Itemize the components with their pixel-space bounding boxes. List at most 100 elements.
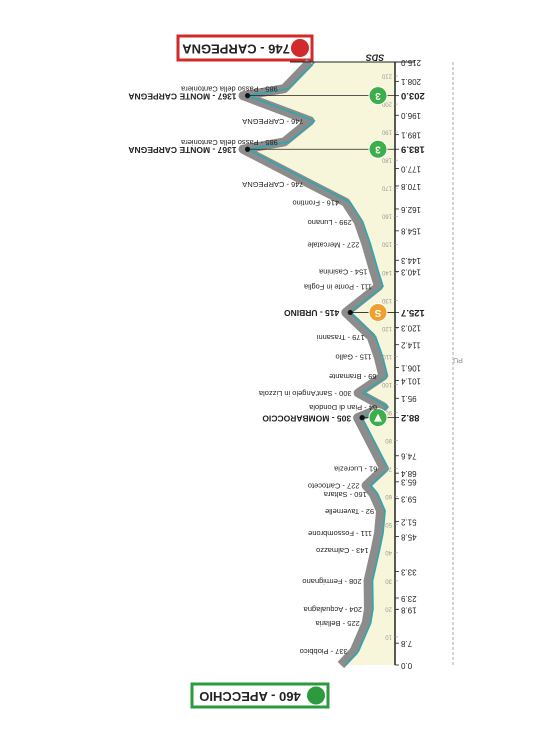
minor-tick-label: 140 <box>381 269 392 275</box>
minor-tick-label: 180 <box>381 157 392 163</box>
minor-tick-label: 40 <box>385 549 392 555</box>
minor-tick-label: 60 <box>385 493 392 499</box>
place-label: 415 - URBINO <box>284 308 340 318</box>
minor-tick-label: 110 <box>382 353 392 359</box>
place-label: 111 - Ponte in Foglia <box>303 282 372 291</box>
place-label: 985 - Passo della Cantoniera <box>180 138 278 147</box>
minor-tick-label: 20 <box>385 605 392 611</box>
place-label: 92 - Tavernelle <box>325 507 374 516</box>
x-tick-label: 88.2 <box>401 412 420 423</box>
profile-line <box>246 61 390 666</box>
place-label: 179 - Trasanni <box>316 333 364 342</box>
place-label: 208 - Fermignano <box>302 577 361 586</box>
minor-tick-label: 210 <box>381 72 392 78</box>
marker-text: 3 <box>375 144 381 155</box>
place-label: 61 - Lucrezia <box>333 465 377 474</box>
place-label: 305 - MOMBAROCCIO <box>262 413 351 423</box>
x-tick-label: 33.3 <box>400 567 416 576</box>
logo: SDS <box>366 53 385 63</box>
minor-tick-label: 150 <box>381 241 392 247</box>
minor-tick-label: 130 <box>381 297 392 303</box>
start-label: 460 - APECCHIO <box>199 689 300 704</box>
x-tick-label: 170.8 <box>400 182 421 191</box>
place-label: 143 - Calmazzo <box>316 546 369 555</box>
x-tick-label: 189.1 <box>400 131 421 140</box>
minor-tick-label: 10 <box>385 633 392 639</box>
minor-tick-label: 30 <box>385 577 392 583</box>
x-tick-label: 106.1 <box>400 363 421 372</box>
x-tick-label: 177.0 <box>400 164 421 173</box>
x-tick-label: 154.8 <box>400 227 421 236</box>
minor-tick-label: 120 <box>381 325 392 331</box>
x-tick-label: 203.0 <box>401 90 425 101</box>
minor-tick-label: 70 <box>385 465 392 471</box>
profile-area <box>247 62 395 665</box>
x-tick-label: 68.4 <box>400 469 416 478</box>
marker-dot <box>244 93 251 99</box>
start-icon <box>307 686 325 705</box>
marker-icon <box>368 302 388 322</box>
minor-tick-label: 170 <box>381 185 392 191</box>
minor-tick-label: 160 <box>381 213 392 219</box>
minor-tick-label: 80 <box>385 437 392 443</box>
x-tick-label: 0.0 <box>400 661 412 670</box>
x-tick-label: 215.0 <box>400 58 421 67</box>
minor-tick-label: 200 <box>381 100 392 106</box>
x-tick-label: 144.3 <box>400 256 421 265</box>
marker-text: 3 <box>375 90 381 101</box>
x-tick-label: 208.1 <box>400 77 421 86</box>
x-tick-label: 95.1 <box>400 394 416 403</box>
x-tick-label: 101.4 <box>400 376 421 385</box>
x-tick-label: 74.6 <box>400 452 416 461</box>
x-tick-label: 45.8 <box>400 532 416 541</box>
minor-tick-label: 90 <box>385 409 392 415</box>
place-label: 225 - Bellaria <box>315 619 360 628</box>
minor-tick-label: 100 <box>381 381 392 387</box>
place-label: 154 - Casinina <box>318 268 367 277</box>
place-label: 64 - Pian di Dondola <box>308 403 377 412</box>
place-label: 337 - Piobbico <box>300 647 348 656</box>
place-label: 227 - Mercatale <box>307 240 359 249</box>
x-tick-label: 125.7 <box>401 307 425 318</box>
finish-box <box>176 34 314 62</box>
x-tick-label: 196.0 <box>400 111 421 120</box>
marker-icon <box>368 139 388 159</box>
place-label: 227 - Cartoceto <box>308 482 360 491</box>
marker-dot <box>359 415 365 421</box>
place-label: 416 - Frontino <box>292 198 339 207</box>
finish-label: 746 - CARPEGNA <box>182 42 290 57</box>
place-label: 111 - Fossombrone <box>308 529 372 538</box>
start-box <box>190 682 330 709</box>
place-label: 985 - Passo della Cantoniera <box>180 85 278 94</box>
x-tick-label: 140.3 <box>400 267 421 276</box>
place-label: 746 - CARPEGNA <box>242 117 303 126</box>
place-label: 299 - Lunano <box>308 218 352 227</box>
marker-text: S <box>374 307 381 318</box>
x-tick-label: 59.3 <box>400 495 416 504</box>
place-label: 115 - Gallo <box>335 353 371 362</box>
minor-tick-label: 50 <box>385 521 392 527</box>
x-tick-label: 114.2 <box>400 341 420 350</box>
x-tick-label: 51.2 <box>400 517 416 526</box>
x-tick-label: 65.3 <box>400 478 416 487</box>
x-tick-label: 23.9 <box>400 594 416 603</box>
x-tick-label: 19.8 <box>400 605 416 614</box>
marker-icon <box>368 86 388 106</box>
marker-dot <box>347 309 353 316</box>
x-tick-label: 162.6 <box>400 205 421 214</box>
marker-triangle <box>374 413 382 422</box>
marker-dot <box>244 146 251 152</box>
x-tick-label: 7.8 <box>400 639 412 648</box>
place-label: 69 - Bramante <box>329 372 377 381</box>
finish-icon <box>291 39 309 57</box>
place-label: 160 - Saltara <box>323 490 367 499</box>
region-label: PU <box>453 356 463 363</box>
x-tick-label: 120.3 <box>400 323 421 332</box>
minor-tick-label: 190 <box>381 129 392 135</box>
place-label: 1367 - MONTE CARPEGNA <box>128 145 236 155</box>
place-label: 1367 - MONTE CARPEGNA <box>128 91 236 101</box>
place-label: 300 - Sant'Angelo in Lizzola <box>258 389 352 398</box>
x-tick-label: 183.9 <box>401 144 425 155</box>
